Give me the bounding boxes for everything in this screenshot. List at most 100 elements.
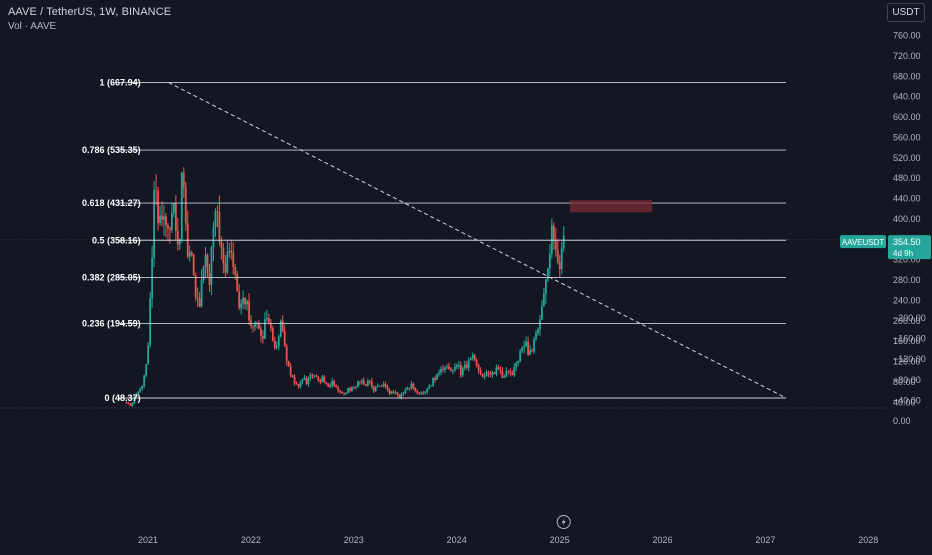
candle-body <box>321 376 324 383</box>
candle-body <box>386 386 389 391</box>
candle-body <box>558 262 561 269</box>
candle-body <box>208 273 211 285</box>
bar-countdown-label: 4d 9h <box>893 249 913 258</box>
candle-body <box>428 385 431 389</box>
candle-body <box>313 375 316 377</box>
candle-body <box>271 328 274 341</box>
candle-body <box>206 254 209 274</box>
candle-body <box>477 365 480 370</box>
candle-body <box>210 247 213 285</box>
candle-body <box>420 392 423 394</box>
candle-body <box>212 227 215 248</box>
price-axis-tick-label: 320.00 <box>893 255 921 265</box>
candle-body <box>481 374 484 377</box>
candle-body <box>153 190 155 258</box>
candle-body <box>311 374 314 376</box>
candle-body <box>295 383 298 385</box>
candle-body <box>546 268 549 280</box>
candle-body <box>463 364 466 368</box>
candle-body <box>485 372 488 377</box>
candle-body <box>329 385 332 387</box>
candle-body <box>188 251 191 257</box>
candle-body <box>303 377 306 379</box>
candle-body <box>422 392 425 394</box>
candle-body <box>139 388 142 392</box>
candle-body <box>133 396 136 403</box>
candle-body <box>448 366 450 369</box>
candle-body <box>269 322 272 329</box>
candle-body <box>174 203 177 231</box>
candle-body <box>548 254 551 269</box>
candle-body <box>299 380 302 387</box>
currency-button[interactable]: USDT <box>887 3 925 22</box>
candle-body <box>273 340 276 348</box>
candle-body <box>285 346 288 362</box>
candle-body <box>214 211 217 228</box>
candle-body <box>200 280 203 307</box>
candle-body <box>509 371 512 373</box>
candle-body <box>198 298 201 307</box>
candle-body <box>258 322 260 330</box>
candle-body <box>190 251 193 255</box>
candle-body <box>521 347 524 351</box>
candle-body <box>297 384 300 387</box>
candle-body <box>333 380 336 387</box>
candle-body <box>309 374 312 379</box>
candle-body <box>487 372 490 374</box>
candle-body <box>396 392 399 395</box>
candle-body <box>499 369 502 371</box>
time-axis-tick-label: 2021 <box>138 535 158 545</box>
fib-level-label: 0.786 (535.35) <box>82 145 141 155</box>
current-price-label: 354.50 <box>893 237 921 247</box>
volume-axis-tick-label: −160.00 <box>893 334 926 344</box>
candle-body <box>143 375 146 386</box>
candle-body <box>497 367 500 370</box>
candle-body <box>232 252 235 267</box>
candle-body <box>438 372 440 375</box>
candle-body <box>167 224 169 229</box>
candle-body <box>216 211 219 212</box>
candle-body <box>317 377 320 381</box>
candle-body <box>467 360 470 368</box>
candle-body <box>339 390 342 392</box>
candle-body <box>562 235 565 249</box>
candle-body <box>226 252 229 273</box>
candle-body <box>265 318 268 320</box>
candle-body <box>378 385 381 387</box>
candle-body <box>412 383 415 388</box>
candle-body <box>228 250 231 253</box>
volume-axis-tick-label: −120.00 <box>893 354 926 364</box>
dashed-trendline <box>168 82 787 399</box>
candle-body <box>493 372 496 374</box>
candle-body <box>315 375 318 378</box>
candle-body <box>248 301 250 321</box>
candle-body <box>416 390 419 393</box>
candle-body <box>515 363 518 368</box>
candle-body <box>430 385 433 387</box>
candle-body <box>469 358 472 361</box>
lightning-bolt-icon[interactable] <box>556 515 571 529</box>
volume-axis-tick-label: −40.00 <box>893 395 921 405</box>
candle-body <box>169 228 171 230</box>
candle-body <box>129 404 132 406</box>
candle-body <box>473 354 476 361</box>
candle-body <box>527 341 529 355</box>
candle-body <box>264 319 266 339</box>
candle-body <box>172 203 175 213</box>
candle-body <box>236 273 239 292</box>
candle-body <box>293 376 296 384</box>
candle-body <box>194 275 197 298</box>
candle-body <box>319 380 322 383</box>
time-axis-tick-label: 2026 <box>652 535 672 545</box>
candle-body <box>511 372 514 376</box>
candle-body <box>556 250 559 263</box>
volume-indicator-label[interactable]: Vol · AAVE <box>8 21 57 32</box>
candle-body <box>414 387 417 391</box>
candle-body <box>341 391 343 394</box>
price-axis-tick-label: 160.00 <box>893 336 921 346</box>
price-axis-tick-label: 480.00 <box>893 173 921 183</box>
candle-body <box>305 377 308 385</box>
